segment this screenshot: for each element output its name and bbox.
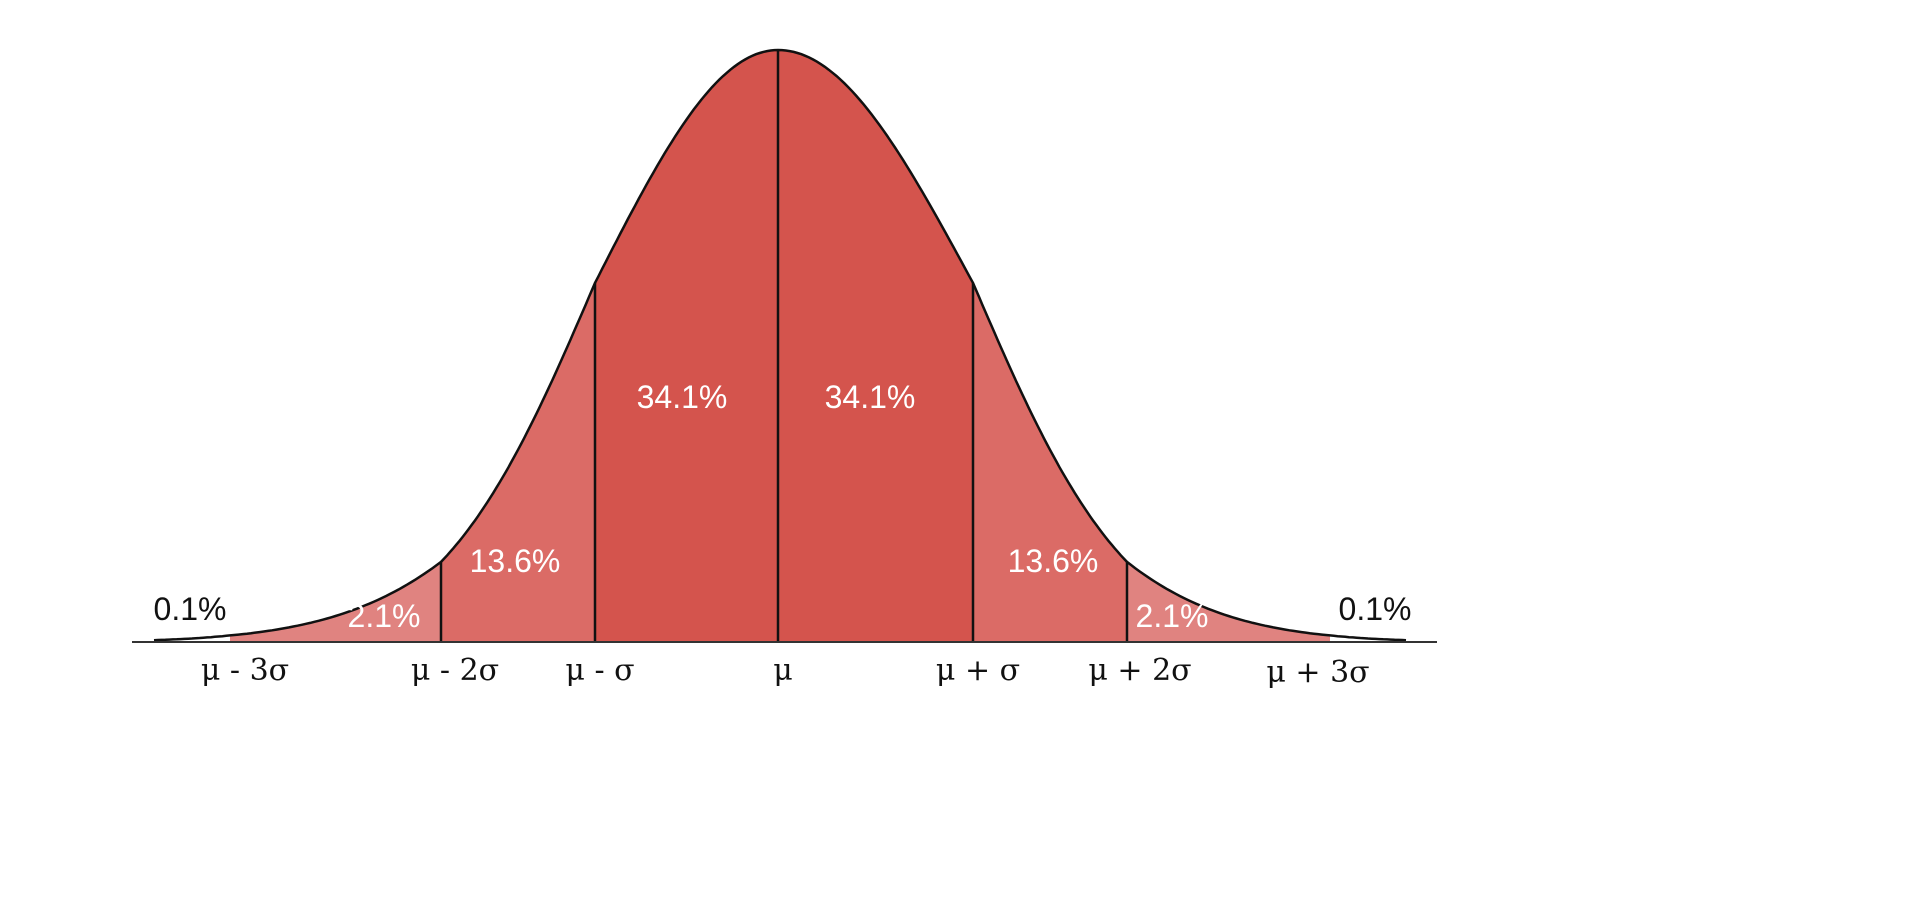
tick-label-minus3sigma: μ - 3σ — [201, 653, 289, 688]
segment-area-1 — [230, 561, 441, 642]
tick-label-plus3sigma: μ + 3σ — [1266, 655, 1369, 690]
tick-label-minus2sigma: μ - 2σ — [411, 653, 499, 688]
pct-label-plus2-plus3: 2.1% — [1136, 598, 1209, 634]
tick-label-plus1sigma: μ + σ — [936, 653, 1020, 688]
pct-label-plus1-plus2: 13.6% — [1008, 543, 1099, 579]
pct-label-minus3-minus2: 2.1% — [348, 598, 421, 634]
pct-label-minus1-mean: 34.1% — [637, 379, 728, 415]
bell-curve — [153, 48, 1407, 642]
pct-label-left-tail: 0.1% — [154, 591, 227, 627]
segment-area-4 — [778, 50, 973, 642]
pct-label-minus2-minus1: 13.6% — [470, 543, 561, 579]
segment-area-3 — [595, 50, 778, 642]
pct-label-right-tail: 0.1% — [1339, 591, 1412, 627]
pct-label-mean-plus1: 34.1% — [825, 379, 916, 415]
tick-label-plus2sigma: μ + 2σ — [1088, 653, 1191, 688]
tick-label-mean: μ — [773, 653, 793, 688]
tick-label-minus1sigma: μ - σ — [565, 653, 634, 688]
segment-area-6 — [1127, 561, 1330, 642]
